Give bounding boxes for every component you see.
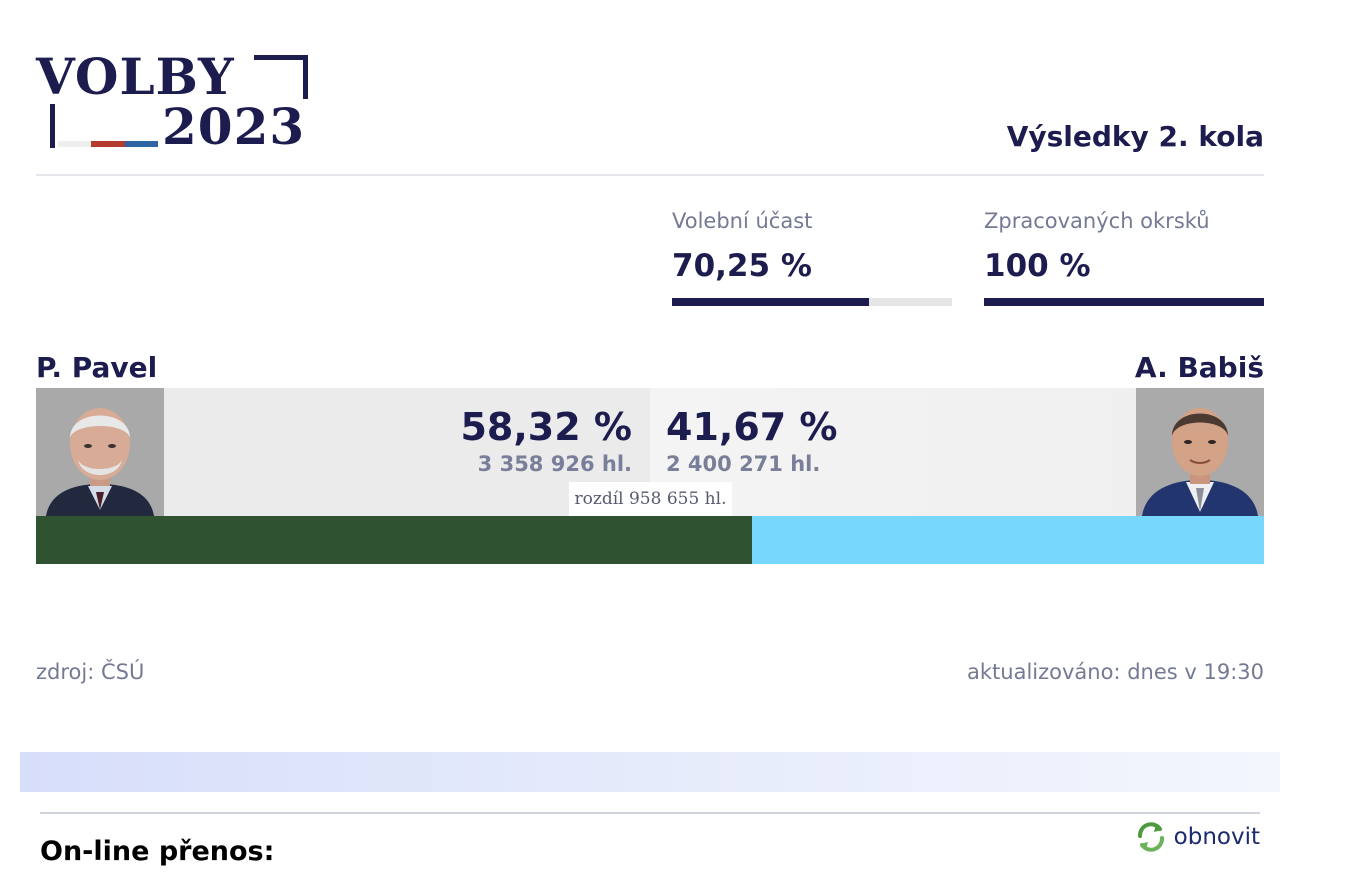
turnout-value: 70,25 % xyxy=(672,248,812,284)
turnout-stat: Volební účast 70,25 % xyxy=(672,206,952,306)
turnout-label: Volební účast xyxy=(672,209,813,233)
data-source-label: zdroj: ČSÚ xyxy=(36,660,145,684)
districts-progress-fill xyxy=(984,298,1264,306)
refresh-button[interactable]: obnovit xyxy=(1134,820,1260,854)
vote-share-right-segment xyxy=(752,516,1264,564)
candidate-name-left: P. Pavel xyxy=(36,351,158,384)
last-updated-label: aktualizováno: dnes v 19:30 xyxy=(967,660,1264,684)
page-title: Výsledky 2. kola xyxy=(1006,120,1264,153)
candidate-right-percent: 41,67 % xyxy=(666,405,838,449)
districts-progress-track xyxy=(984,298,1264,306)
districts-value: 100 % xyxy=(984,248,1091,284)
refresh-arrows-icon xyxy=(1137,822,1164,852)
refresh-label[interactable]: obnovit xyxy=(1173,824,1260,850)
candidate-left-percent: 58,32 % xyxy=(460,405,632,449)
candidate-left-votes: 3 358 926 hl. xyxy=(477,452,632,476)
turnout-progress-fill xyxy=(672,298,869,306)
candidate-name-right: A. Babiš xyxy=(1134,351,1264,384)
results-panel: 58,32 % 3 358 926 hl. 41,67 % 2 400 271 … xyxy=(36,388,1264,516)
decorative-gradient-strip xyxy=(20,752,1280,792)
turnout-progress-track xyxy=(672,298,952,306)
candidate-photo-pavel xyxy=(36,388,164,516)
candidate-photo-babis xyxy=(1136,388,1264,516)
live-broadcast-title: On-line přenos: xyxy=(40,836,275,867)
logo-bracket-decoration xyxy=(50,104,55,148)
vote-share-left-segment xyxy=(36,516,753,564)
districts-stat: Zpracovaných okrsků 100 % xyxy=(984,206,1264,306)
districts-label: Zpracovaných okrsků xyxy=(984,209,1210,233)
logo-text-year: 2023 xyxy=(162,97,306,156)
logo-text-volby: VOLBY xyxy=(36,47,235,106)
section-divider xyxy=(40,812,1260,814)
logo-corner-decoration xyxy=(254,55,308,99)
header-divider xyxy=(36,174,1264,176)
volby-logo: VOLBY 2023 xyxy=(36,52,312,156)
vote-difference-label: rozdíl 958 655 hl. xyxy=(569,482,732,516)
vote-share-bar xyxy=(36,516,1264,564)
logo-flag-stripes xyxy=(58,141,158,147)
candidate-right-votes: 2 400 271 hl. xyxy=(666,452,821,476)
